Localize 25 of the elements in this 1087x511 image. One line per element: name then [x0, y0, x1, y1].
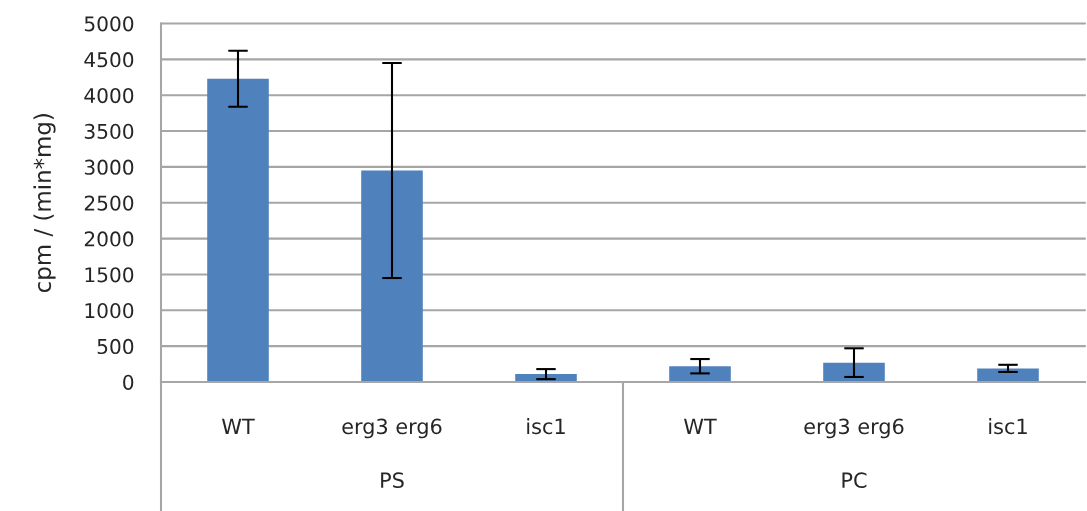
y-tick-label: 1000	[85, 303, 134, 319]
x-tick-label: erg3 erg6	[804, 418, 904, 439]
y-tick-label: 2000	[84, 231, 134, 247]
y-tick-label: 3000	[84, 159, 134, 175]
y-tick-label: 2500	[84, 195, 134, 211]
bar	[207, 78, 269, 382]
bar	[977, 368, 1039, 382]
x-tick-label: WT	[684, 418, 717, 434]
bar	[361, 170, 423, 382]
y-tick-label: 4500	[84, 52, 134, 68]
y-tick-label: 4000	[84, 87, 134, 104]
text: PC	[842, 472, 867, 489]
y-tick-label: 0	[123, 374, 134, 390]
y-tick-label: 5000	[84, 16, 134, 32]
y-tick-label: 3500	[84, 123, 134, 139]
text: PS	[381, 472, 404, 489]
x-tick-label: isc1	[989, 418, 1027, 435]
x-tick-label: erg3 erg6	[342, 418, 442, 439]
x-tick-label: isc1	[527, 418, 565, 435]
x-tick-label: WT	[222, 418, 255, 434]
bar	[669, 366, 731, 382]
y-axis-title: cpm / (min*mg)	[33, 114, 56, 293]
y-tick-label: 1500	[85, 267, 134, 283]
bar	[823, 362, 885, 382]
y-tick-label: 500	[97, 338, 134, 355]
